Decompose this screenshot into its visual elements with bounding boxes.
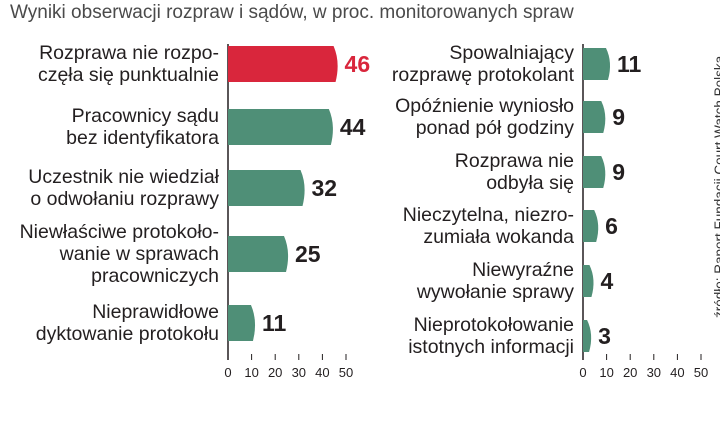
- x-tick-label: 40: [670, 365, 684, 380]
- bar: [583, 210, 599, 242]
- category-label: Niewyraźne wywołanie sprawy: [416, 259, 574, 303]
- category-label: Rozprawa nie rozpo- częła się punktualni…: [37, 42, 219, 86]
- category-label: Nieprotokołowanie istotnych informacji: [408, 314, 574, 358]
- bar: [228, 236, 289, 272]
- bar: [583, 320, 592, 352]
- bar-value-label: 6: [605, 213, 618, 239]
- chart-title: Wyniki obserwacji rozpraw i sądów, w pro…: [10, 2, 574, 23]
- bar-value-label: 11: [262, 310, 287, 336]
- category-label: Uczestnik nie wiedział o odwołaniu rozpr…: [28, 166, 219, 210]
- bar: [228, 46, 338, 82]
- x-tick-label: 0: [579, 365, 586, 380]
- bar-value-label: 9: [612, 104, 625, 130]
- bar-value-label: 46: [345, 51, 371, 77]
- category-label: Rozprawa nie odbyła się: [454, 150, 574, 194]
- x-tick-label: 20: [623, 365, 637, 380]
- bar: [583, 101, 606, 133]
- x-tick-label: 50: [339, 365, 353, 380]
- x-tick-label: 10: [599, 365, 613, 380]
- x-tick-label: 10: [244, 365, 258, 380]
- bar: [583, 156, 606, 188]
- x-tick-label: 20: [268, 365, 282, 380]
- category-label: Pracownicy sądu bez identyfikatora: [66, 105, 219, 149]
- bar: [228, 170, 305, 206]
- bar-value-label: 11: [617, 51, 642, 77]
- category-label: Nieprawidłowe dyktowanie protokołu: [35, 301, 219, 345]
- category-label: Nieczytelna, niezro- zumiała wokanda: [402, 204, 574, 248]
- bar-value-label: 4: [600, 268, 613, 294]
- bar: [228, 109, 333, 145]
- bar-value-label: 25: [295, 241, 321, 267]
- category-label: Spowalniający rozprawę protokolant: [391, 42, 574, 86]
- x-tick-label: 0: [224, 365, 231, 380]
- bar: [583, 265, 594, 297]
- category-label: Opóźnienie wyniosło ponad pół godziny: [395, 95, 574, 139]
- bar-value-label: 3: [598, 323, 611, 349]
- bar-value-label: 9: [612, 159, 625, 185]
- x-tick-label: 50: [694, 365, 708, 380]
- category-label: Niewłaściwe protokoło- wanie w sprawach …: [19, 221, 219, 287]
- bar-value-label: 44: [340, 114, 366, 140]
- x-tick-label: 40: [315, 365, 329, 380]
- bar: [583, 48, 611, 80]
- bar-value-label: 32: [312, 175, 338, 201]
- bar: [228, 305, 256, 341]
- x-tick-label: 30: [647, 365, 661, 380]
- x-tick-label: 30: [292, 365, 306, 380]
